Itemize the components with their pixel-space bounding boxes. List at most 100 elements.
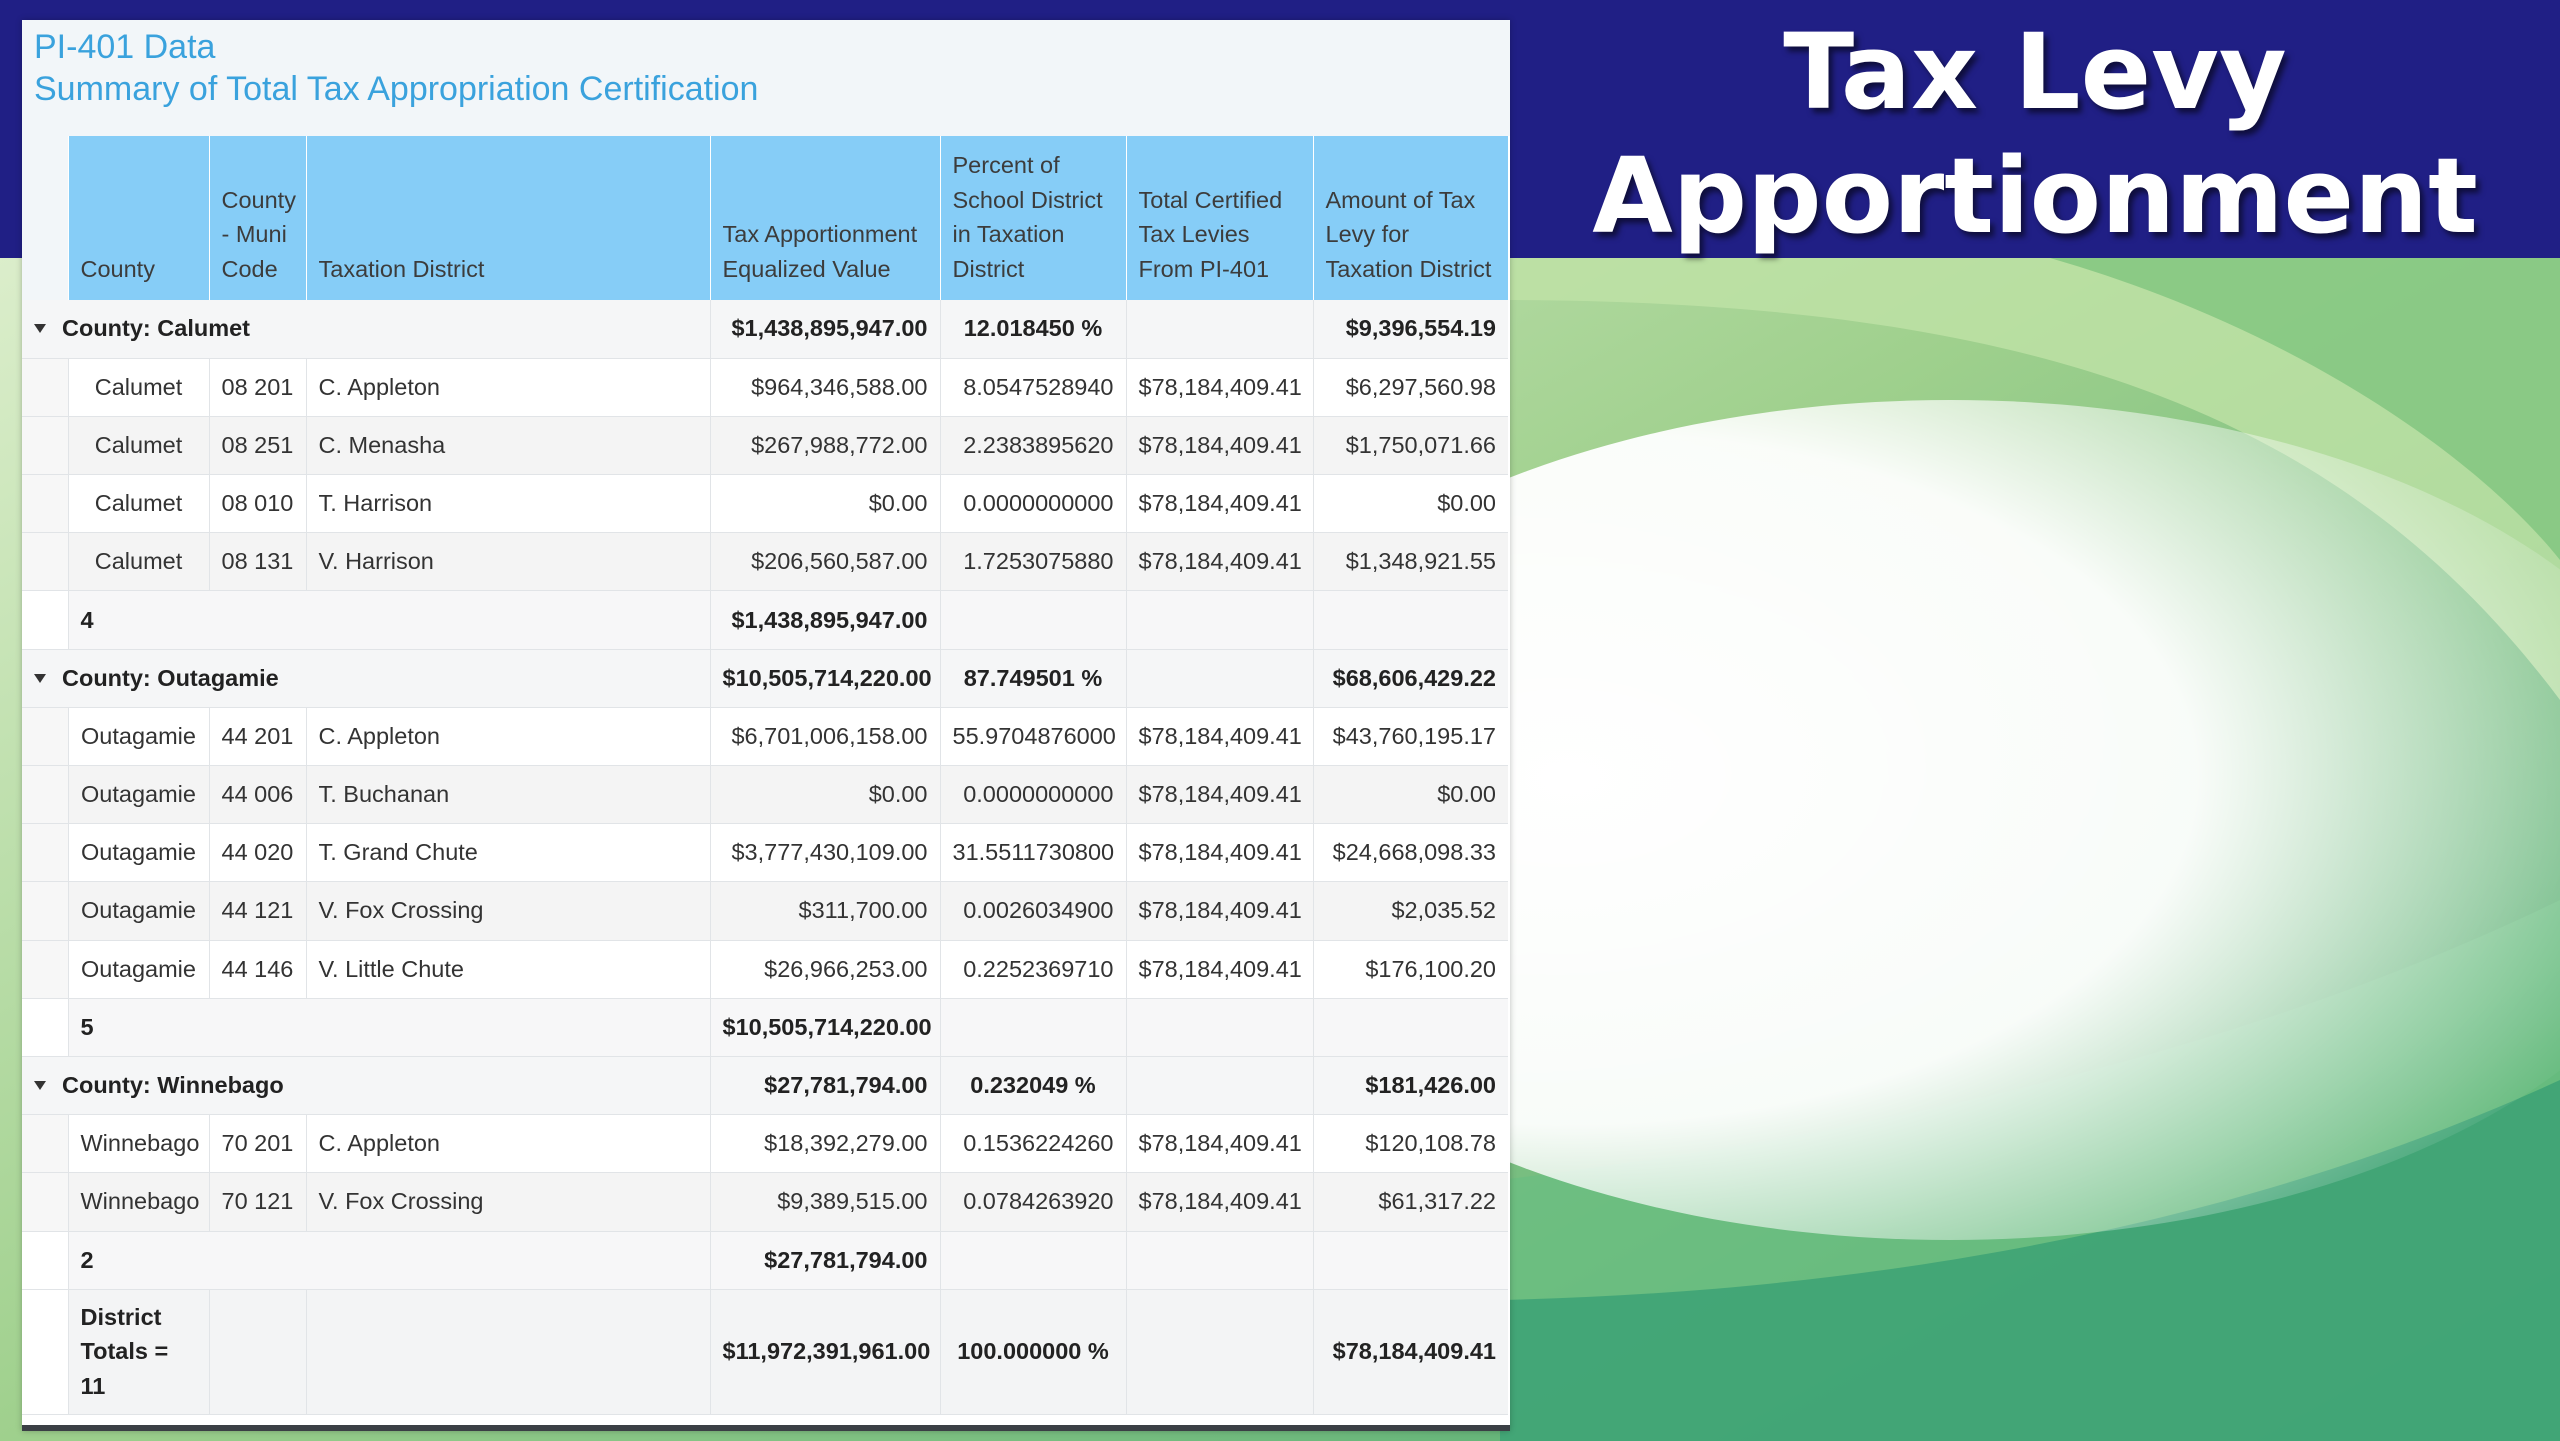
grand-total-equalized: $11,972,391,961.00 <box>709 1289 940 1415</box>
slide-title: Tax Levy Apportionment <box>1545 10 2525 258</box>
subtotal-row-calumet: 4 $1,438,895,947.00 <box>22 590 1508 650</box>
caret-down-icon[interactable] <box>34 673 46 683</box>
cell-code: 44 020 <box>208 823 306 883</box>
column-header-percent[interactable]: Percent of School District in Taxation D… <box>939 136 1126 300</box>
cell-district: T. Harrison <box>305 474 710 534</box>
table-row[interactable]: Winnebago 70 201 C. Appleton $18,392,279… <box>22 1114 1508 1174</box>
group-amount: $68,606,429.22 <box>1312 649 1508 708</box>
cell-amount: $120,108.78 <box>1312 1114 1508 1174</box>
subtotal-equalized: $10,505,714,220.00 <box>709 998 940 1057</box>
cell-county: Calumet <box>67 474 209 534</box>
slide-title-line1: Tax Levy <box>1783 11 2287 133</box>
cell-county: Calumet <box>67 416 209 476</box>
column-header-district[interactable]: Taxation District <box>305 136 710 300</box>
group-total <box>1125 300 1313 359</box>
subtotal-row-outagamie: 5 $10,505,714,220.00 <box>22 998 1508 1057</box>
cell-equalized: $267,988,772.00 <box>709 416 940 476</box>
cell-district: C. Appleton <box>305 1114 710 1174</box>
cell-district: C. Appleton <box>305 707 710 767</box>
table-row[interactable]: Winnebago 70 121 V. Fox Crossing $9,389,… <box>22 1172 1508 1232</box>
cell-amount: $61,317.22 <box>1312 1172 1508 1232</box>
table-row[interactable]: Calumet 08 251 C. Menasha $267,988,772.0… <box>22 416 1508 476</box>
table-row[interactable]: Outagamie 44 146 V. Little Chute $26,966… <box>22 940 1508 999</box>
cell-code: 70 201 <box>208 1114 306 1174</box>
subtotal-count: 2 <box>67 1231 710 1290</box>
group-row-outagamie[interactable]: County: Outagamie $10,505,714,220.00 87.… <box>22 649 1508 708</box>
grand-total-label: District Totals = 11 <box>67 1289 209 1415</box>
report-header: PI-401 Data Summary of Total Tax Appropr… <box>22 20 1510 136</box>
group-label[interactable]: County: Winnebago <box>22 1056 710 1116</box>
cell-percent: 0.2252369710 <box>939 940 1126 999</box>
group-amount: $9,396,554.19 <box>1312 300 1508 359</box>
cell-equalized: $18,392,279.00 <box>709 1114 940 1174</box>
row-gutter <box>22 1231 68 1290</box>
cell-amount: $2,035.52 <box>1312 881 1508 941</box>
cell-county: Winnebago <box>67 1114 209 1174</box>
cell-amount: $1,750,071.66 <box>1312 416 1508 476</box>
group-equalized: $1,438,895,947.00 <box>709 300 940 359</box>
report-subtitle: Summary of Total Tax Appropriation Certi… <box>34 70 759 108</box>
cell-equalized: $0.00 <box>709 474 940 534</box>
cell-percent: 2.2383895620 <box>939 416 1126 476</box>
cell-code: 08 131 <box>208 532 306 592</box>
cell-amount: $1,348,921.55 <box>1312 532 1508 592</box>
column-header-total-levies[interactable]: Total Certified Tax Levies From PI-401 <box>1125 136 1313 300</box>
table-row[interactable]: Outagamie 44 020 T. Grand Chute $3,777,4… <box>22 823 1508 883</box>
row-gutter <box>22 532 68 592</box>
cell-percent: 0.0784263920 <box>939 1172 1126 1232</box>
column-header-amount[interactable]: Amount of Tax Levy for Taxation District <box>1312 136 1508 300</box>
cell-district: V. Fox Crossing <box>305 881 710 941</box>
row-gutter <box>22 1172 68 1232</box>
row-gutter <box>22 940 68 999</box>
cell-total: $78,184,409.41 <box>1125 1114 1313 1174</box>
group-label-text: County: Calumet <box>62 315 250 342</box>
group-row-winnebago[interactable]: County: Winnebago $27,781,794.00 0.23204… <box>22 1056 1508 1116</box>
subtotal-equalized: $27,781,794.00 <box>709 1231 940 1290</box>
cell-total: $78,184,409.41 <box>1125 416 1313 476</box>
group-label[interactable]: County: Outagamie <box>22 649 710 708</box>
group-total <box>1125 649 1313 708</box>
column-header-county[interactable]: County <box>67 136 209 300</box>
table-row[interactable]: Calumet 08 010 T. Harrison $0.00 0.00000… <box>22 474 1508 534</box>
cell-amount: $43,760,195.17 <box>1312 707 1508 767</box>
cell-code: 44 006 <box>208 765 306 825</box>
table-row[interactable]: Outagamie 44 121 V. Fox Crossing $311,70… <box>22 881 1508 941</box>
row-gutter <box>22 474 68 534</box>
cell-total: $78,184,409.41 <box>1125 1172 1313 1232</box>
caret-down-icon[interactable] <box>34 1081 46 1091</box>
table-row[interactable]: Outagamie 44 006 T. Buchanan $0.00 0.000… <box>22 765 1508 825</box>
cell-total: $78,184,409.41 <box>1125 881 1313 941</box>
column-header-equalized[interactable]: Tax Apportionment Equalized Value <box>709 136 940 300</box>
row-gutter <box>22 1289 68 1415</box>
row-gutter <box>22 881 68 941</box>
subtotal-row-winnebago: 2 $27,781,794.00 <box>22 1231 1508 1290</box>
grand-total-percent: 100.000000 % <box>939 1289 1126 1415</box>
cell-district: V. Fox Crossing <box>305 1172 710 1232</box>
group-equalized: $27,781,794.00 <box>709 1056 940 1116</box>
cell-equalized: $311,700.00 <box>709 881 940 941</box>
row-gutter <box>22 823 68 883</box>
column-header-code[interactable]: County - Muni Code <box>208 136 306 300</box>
group-label-text: County: Winnebago <box>62 1072 284 1099</box>
header-gutter <box>22 136 68 300</box>
grand-total-amount: $78,184,409.41 <box>1312 1289 1508 1415</box>
group-percent: 0.232049 % <box>939 1056 1126 1116</box>
cell-equalized: $6,701,006,158.00 <box>709 707 940 767</box>
group-row-calumet[interactable]: County: Calumet $1,438,895,947.00 12.018… <box>22 300 1508 359</box>
slide-title-line2: Apportionment <box>1592 135 2478 257</box>
group-amount: $181,426.00 <box>1312 1056 1508 1116</box>
table-row[interactable]: Calumet 08 131 V. Harrison $206,560,587.… <box>22 532 1508 592</box>
row-gutter <box>22 765 68 825</box>
cell-code: 08 010 <box>208 474 306 534</box>
cell-code: 44 201 <box>208 707 306 767</box>
cell-district: T. Buchanan <box>305 765 710 825</box>
table-row[interactable]: Calumet 08 201 C. Appleton $964,346,588.… <box>22 358 1508 417</box>
report-title: PI-401 Data <box>34 28 216 66</box>
caret-down-icon[interactable] <box>34 324 46 334</box>
cell-percent: 1.7253075880 <box>939 532 1126 592</box>
cell-code: 08 201 <box>208 358 306 417</box>
table-body: County: Calumet $1,438,895,947.00 12.018… <box>22 300 1508 1415</box>
table-row[interactable]: Outagamie 44 201 C. Appleton $6,701,006,… <box>22 707 1508 767</box>
group-label[interactable]: County: Calumet <box>22 300 710 359</box>
cell-equalized: $9,389,515.00 <box>709 1172 940 1232</box>
